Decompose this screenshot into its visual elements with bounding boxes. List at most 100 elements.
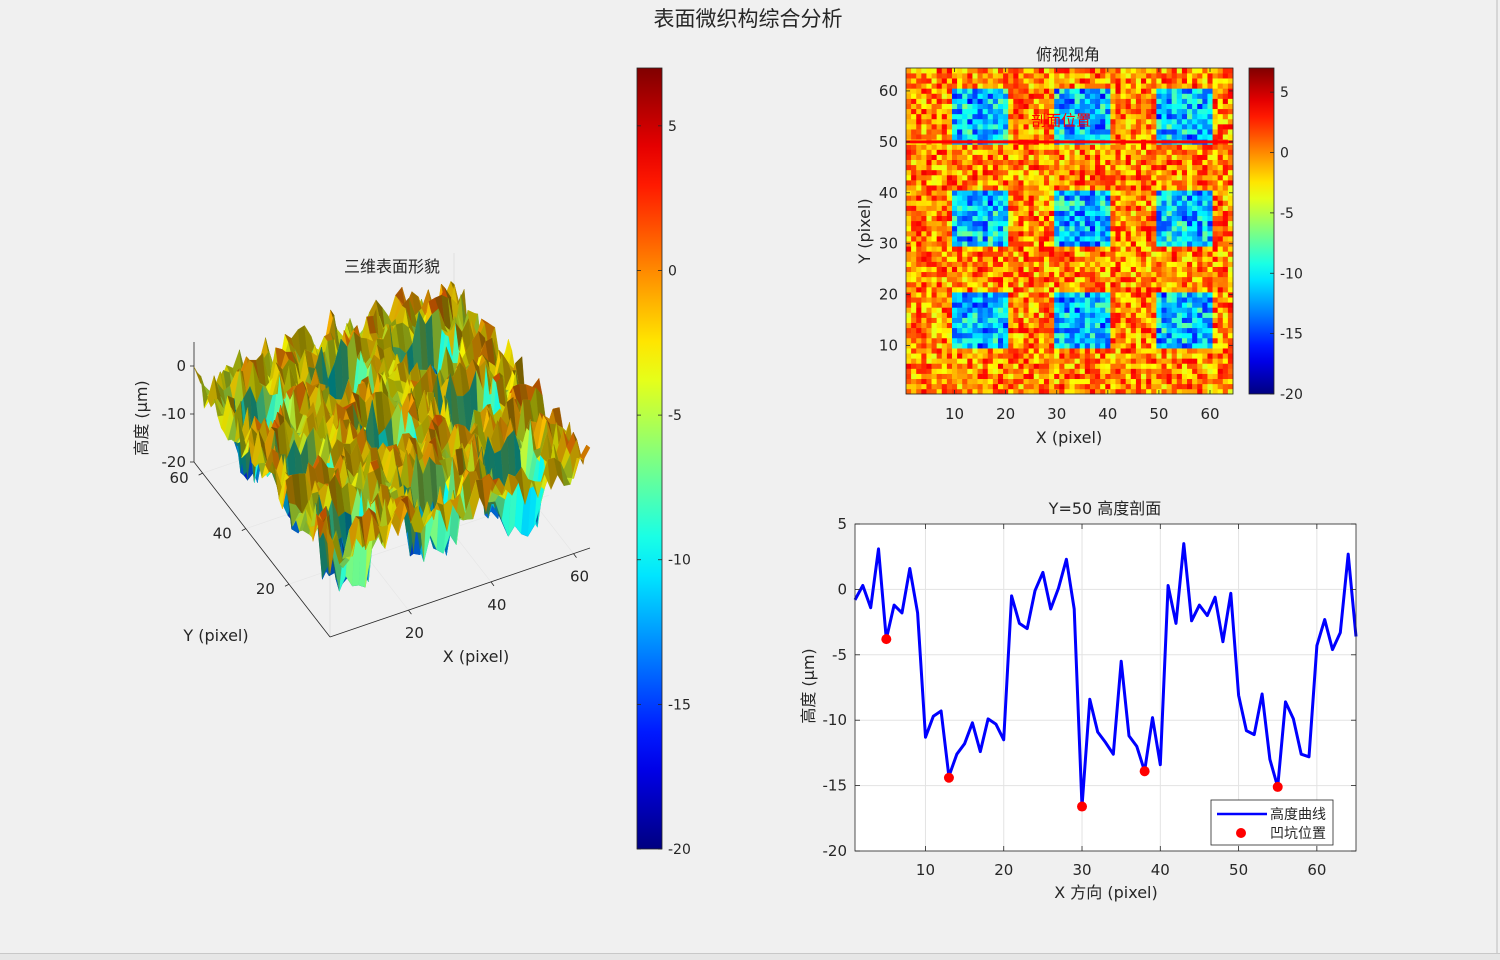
heatmap-cell: [1151, 312, 1157, 318]
heatmap-cell: [1069, 337, 1075, 344]
heatmap-cell: [992, 169, 999, 176]
heatmap-cell: [1222, 241, 1229, 247]
heatmap-cell: [1033, 348, 1040, 354]
heatmap-cell: [967, 205, 973, 211]
heatmap-cell: [977, 251, 983, 257]
heatmap-cell: [1176, 159, 1183, 166]
heatmap-cell: [1049, 317, 1055, 323]
heatmap-cell: [1151, 327, 1157, 334]
heatmap-cell: [1120, 149, 1126, 155]
heatmap-cell: [951, 297, 958, 303]
heatmap-cell: [987, 190, 994, 196]
heatmap-cell: [1059, 302, 1065, 308]
heatmap-cell: [1043, 231, 1050, 237]
heatmap-cell: [926, 149, 932, 155]
heatmap-cell: [972, 368, 978, 374]
heatmap-cell: [941, 225, 948, 232]
heatmap-cell: [972, 383, 978, 390]
heatmap-cell: [1146, 200, 1152, 206]
heatmap-cell: [1156, 220, 1162, 227]
heatmap-cell: [1187, 343, 1193, 349]
heatmap-cell: [1013, 154, 1019, 160]
heatmap-cell: [941, 144, 948, 150]
heatmap-cell: [946, 322, 953, 329]
heatmap-cell: [1018, 225, 1024, 232]
heatmap-cell: [1008, 185, 1014, 191]
heatmap-cell: [1135, 383, 1142, 390]
heatmap-cell: [911, 302, 917, 308]
heatmap-cell: [1110, 154, 1116, 160]
heatmap-cell: [1100, 246, 1106, 252]
heatmap-cell: [977, 271, 983, 278]
heatmap-cell: [926, 271, 932, 278]
heatmap-cell: [1028, 312, 1035, 318]
heatmap-cell: [977, 174, 983, 181]
heatmap-cell: [997, 154, 1004, 160]
heatmap-cell: [1084, 271, 1091, 278]
heatmap-cell: [992, 287, 999, 293]
heatmap-cell: [1187, 256, 1193, 262]
heatmap-cell: [1207, 246, 1213, 252]
heatmap-cell: [997, 225, 1004, 232]
heatmap-cell: [1135, 134, 1142, 140]
heatmap-cell: [1074, 343, 1081, 349]
heatmap-cell: [1023, 251, 1029, 257]
heatmap-cell: [1054, 292, 1060, 298]
heatmap-cell: [1161, 337, 1167, 344]
heatmap-cell: [1217, 388, 1224, 395]
heatmap-cell: [1166, 236, 1172, 242]
heatmap-cell: [1038, 348, 1045, 354]
heatmap-cell: [1003, 287, 1009, 293]
heatmap-cell: [921, 358, 927, 364]
heatmap-cell: [1100, 174, 1106, 181]
heatmap-cell: [1074, 174, 1081, 181]
heatmap-cell: [926, 358, 932, 364]
heatmap-cell: [1095, 144, 1101, 150]
heatmap-cell: [941, 302, 948, 308]
heatmap-cell: [1105, 134, 1111, 140]
heatmap-cell: [946, 246, 953, 252]
heatmap-cell: [1095, 225, 1101, 232]
heatmap-cell: [1084, 348, 1091, 354]
heatmap-cell: [946, 154, 953, 160]
heatmap-cell: [1059, 180, 1065, 186]
heatmap-cell: [911, 210, 917, 217]
heatmap-cell: [992, 327, 999, 334]
heatmap-cell: [1146, 378, 1152, 385]
heatmap-cell: [1125, 276, 1132, 283]
heatmap-cell: [1013, 388, 1019, 395]
heatmap-cell: [962, 149, 968, 155]
heatmap-cell: [916, 159, 922, 166]
heatmap-cell: [967, 144, 973, 150]
heatmap-cell: [1064, 236, 1070, 242]
heatmap-cell: [1217, 378, 1224, 385]
heatmap-cell: [936, 343, 943, 349]
heatmap-cell: [982, 302, 989, 308]
heatmap-cell: [1074, 297, 1081, 303]
heatmap-cell: [1038, 373, 1045, 380]
heatmap-cell: [1100, 317, 1106, 323]
heatmap-cell: [906, 215, 912, 222]
heatmap-cell: [946, 164, 953, 171]
heatmap-cell: [972, 190, 978, 196]
heatmap-cell: [1089, 159, 1096, 166]
heatmap-cell: [936, 368, 943, 374]
heatmap-cell: [1033, 307, 1040, 313]
heatmap-cell: [936, 195, 943, 201]
heatmap-cell: [1003, 231, 1009, 237]
heatmap-cell: [1202, 337, 1208, 344]
heatmap-cell: [1120, 337, 1126, 344]
heatmap-cell: [1217, 368, 1224, 374]
heatmap-cell: [1197, 215, 1203, 222]
heatmap-cell: [1064, 251, 1070, 257]
heatmap-cell: [1049, 246, 1055, 252]
heatmap-cell: [1120, 180, 1126, 186]
heatmap-cell: [1192, 210, 1198, 217]
heatmap-cell: [911, 343, 917, 349]
heatmap-cell: [1207, 164, 1213, 171]
heatmap-cell: [982, 195, 989, 201]
heatmap-cell: [1212, 353, 1218, 359]
heatmap-cell: [1197, 337, 1203, 344]
heatmap-cell: [1176, 195, 1183, 201]
heatmap-cell: [1207, 261, 1213, 267]
